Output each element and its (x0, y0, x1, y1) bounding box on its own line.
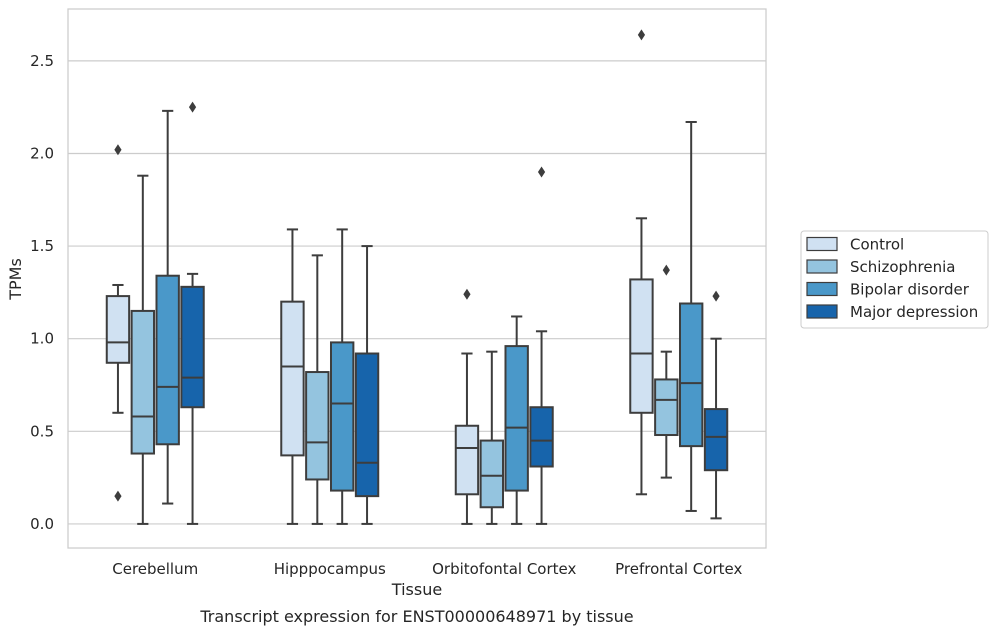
legend-entry: Control (850, 236, 904, 254)
x-tick-label: Hipppocampus (274, 560, 386, 578)
box-hipppocampus-control (280, 228, 305, 525)
y-axis-title: TPMs (6, 258, 25, 301)
box-orbitofontal-cortex-schizophrenia (479, 350, 505, 525)
x-axis-title: Tissue (391, 580, 442, 599)
outlier-point (637, 29, 646, 41)
legend-swatch (806, 281, 838, 297)
legend-swatch (806, 259, 838, 274)
legend-frame (800, 230, 989, 329)
legend-entry: Schizophrenia (850, 258, 955, 276)
plot-area-frame (67, 8, 767, 549)
box-iqr (678, 302, 704, 448)
legend-swatch (806, 304, 838, 319)
x-tick-label: Orbitofontal Cortex (432, 560, 576, 578)
box-iqr (354, 352, 380, 498)
box-iqr (329, 341, 355, 492)
legend-swatch (806, 236, 838, 252)
outlier-point (188, 101, 197, 113)
y-tick-label: 0.5 (30, 422, 54, 440)
box-prefrontal-cortex-schizophrenia (654, 264, 679, 479)
box-iqr (529, 406, 554, 468)
box-hipppocampus-bipolar-disorder (329, 228, 355, 525)
box-iqr (454, 424, 480, 496)
chart-caption: Transcript expression for ENST0000064897… (199, 607, 633, 626)
box-iqr (155, 274, 180, 446)
outlier-point (712, 290, 720, 302)
y-tick-label: 1.5 (30, 237, 54, 255)
box-iqr (305, 371, 330, 481)
box-prefrontal-cortex-control (629, 29, 654, 496)
y-tick-label: 0.0 (30, 515, 54, 533)
legend-entry: Major depression (850, 303, 978, 321)
box-iqr (180, 285, 205, 409)
box-iqr (654, 378, 679, 437)
x-tick-label: Prefrontal Cortex (615, 560, 742, 578)
box-iqr (280, 300, 305, 457)
box-orbitofontal-cortex-control (454, 288, 480, 525)
legend: Control Schizophrenia Bipolar disorder Majo… (800, 230, 989, 329)
box-orbitofontal-cortex-major-depression (529, 166, 554, 525)
y-tick-labels: 0.0 0.5 1.0 1.5 2.0 2.5 (30, 52, 54, 533)
box-iqr (504, 345, 529, 492)
legend-entry: Bipolar disorder (850, 281, 970, 299)
outlier-point (537, 166, 546, 178)
box-prefrontal-cortex-bipolar-disorder (678, 120, 704, 512)
box-iqr (105, 295, 131, 364)
box-orbitofontal-cortex-bipolar-disorder (504, 315, 529, 525)
box-iqr (479, 439, 505, 509)
outlier-point (463, 288, 471, 300)
box-iqr (130, 309, 156, 455)
outlier-point (114, 490, 122, 502)
box-iqr (703, 408, 729, 472)
y-tick-label: 2.5 (30, 52, 54, 70)
outlier-point (114, 144, 122, 156)
box-prefrontal-cortex-major-depression (703, 290, 729, 520)
box-iqr (629, 278, 654, 414)
box-series (105, 29, 729, 525)
box-cerebellum-schizophrenia (130, 174, 156, 525)
box-hipppocampus-schizophrenia (305, 254, 330, 525)
y-tick-label: 2.0 (30, 144, 54, 162)
y-tick-label: 1.0 (30, 330, 54, 348)
box-cerebellum-bipolar-disorder (155, 109, 180, 505)
box-cerebellum-control (105, 144, 131, 502)
outlier-point (662, 264, 670, 276)
x-tick-labels: Cerebellum Hipppocampus Orbitofontal Corte… (112, 560, 742, 578)
x-tick-label: Cerebellum (112, 560, 198, 578)
box-hipppocampus-major-depression (354, 245, 380, 525)
box-cerebellum-major-depression (180, 101, 205, 525)
